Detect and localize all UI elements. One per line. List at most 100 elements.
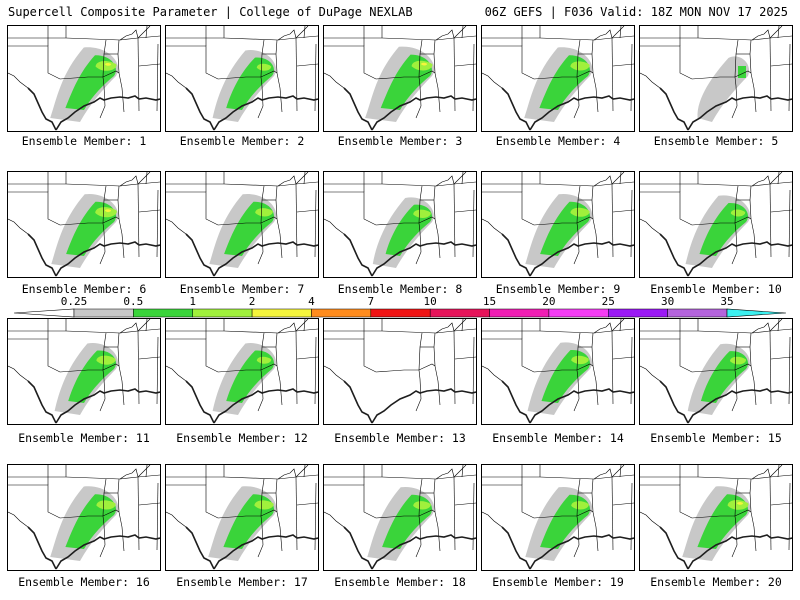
state-border: [612, 356, 634, 360]
state-border: [482, 45, 594, 80]
state-border: [324, 181, 476, 187]
colorbar-right-arrow: [726, 308, 787, 318]
state-border: [8, 45, 120, 80]
ensemble-map: [640, 172, 792, 277]
state-border: [472, 482, 475, 551]
state-border: [166, 365, 187, 382]
state-border: [461, 26, 464, 39]
state-border: [275, 39, 278, 74]
scp-green-region: [226, 57, 275, 110]
state-border: [612, 209, 634, 213]
state-border: [117, 332, 120, 367]
state-border: [295, 465, 309, 478]
state-border: [591, 332, 594, 367]
state-border: [303, 26, 306, 39]
state-border: [8, 474, 160, 480]
state-border: [137, 172, 151, 185]
state-border: [138, 502, 160, 506]
state-border: [435, 175, 455, 187]
colorbar-bin: [73, 308, 134, 318]
state-border: [769, 476, 772, 551]
scp-lime-region: [730, 356, 747, 365]
state-border: [640, 181, 792, 187]
coastline: [659, 233, 792, 277]
state-border: [611, 319, 625, 332]
coastline: [185, 380, 318, 424]
state-border: [611, 172, 625, 185]
coastline: [27, 87, 160, 131]
state-border: [156, 482, 159, 551]
state-border: [433, 185, 436, 220]
state-border: [611, 183, 614, 258]
member-label: Ensemble Member: 3: [337, 134, 463, 148]
colorbar-bin: [311, 308, 372, 318]
state-border: [415, 76, 422, 119]
state-border: [118, 218, 125, 259]
state-border: [482, 511, 503, 528]
state-border: [257, 76, 264, 119]
chart-title: Supercell Composite Parameter | College …: [8, 5, 413, 19]
ensemble-map: [482, 465, 634, 570]
state-border: [324, 45, 436, 80]
state-border: [731, 222, 738, 265]
state-border: [750, 218, 757, 259]
state-border: [8, 338, 120, 373]
scp-lime-region: [256, 63, 272, 71]
scp-lime-region: [95, 60, 117, 71]
ensemble-map: [8, 319, 160, 424]
state-border: [750, 511, 757, 552]
state-border: [166, 72, 187, 89]
state-border: [295, 476, 298, 551]
scp-lime-region: [255, 208, 273, 217]
state-border: [166, 218, 187, 235]
ensemble-map: [482, 26, 634, 131]
state-border: [749, 332, 752, 367]
state-border: [630, 482, 633, 551]
coastline: [501, 526, 634, 570]
state-border: [482, 218, 503, 235]
state-border: [275, 185, 278, 220]
ensemble-map: [8, 172, 160, 277]
ensemble-panel: [639, 318, 793, 425]
state-border: [166, 328, 318, 334]
state-border: [472, 43, 475, 112]
coastline: [27, 380, 160, 424]
ensemble-map: [640, 319, 792, 424]
scp-gray-region: [697, 56, 750, 122]
state-border: [166, 181, 318, 187]
ensemble-map: [482, 172, 634, 277]
colorbar-bin: [251, 308, 312, 318]
state-border: [257, 222, 264, 265]
scp-yellow-region: [105, 209, 112, 213]
state-border: [166, 484, 278, 519]
state-border: [640, 218, 661, 235]
state-border: [295, 319, 309, 332]
member-label: Ensemble Member: 6: [21, 282, 147, 296]
state-border: [277, 29, 297, 41]
coastline: [27, 233, 160, 277]
state-border: [324, 365, 345, 382]
state-border: [619, 26, 622, 39]
colorbar-bin: [608, 308, 668, 318]
state-border: [482, 72, 503, 89]
state-border: [277, 175, 297, 187]
colorbar-tick-label: 15: [483, 295, 496, 308]
state-border: [138, 63, 160, 67]
scp-lime-region: [411, 60, 433, 71]
state-border: [418, 332, 423, 371]
state-border: [119, 468, 139, 480]
scp-lime-region: [571, 501, 589, 510]
state-border: [434, 511, 441, 552]
state-border: [454, 209, 476, 213]
state-border: [593, 322, 613, 334]
colorbar-tick-label: 2: [249, 295, 256, 308]
state-border: [611, 37, 614, 112]
state-border: [8, 191, 120, 226]
state-border: [8, 181, 160, 187]
state-border: [433, 478, 436, 513]
state-border: [138, 356, 160, 360]
state-border: [611, 465, 625, 478]
state-border: [324, 484, 436, 519]
state-border: [99, 515, 106, 558]
state-border: [461, 172, 464, 185]
